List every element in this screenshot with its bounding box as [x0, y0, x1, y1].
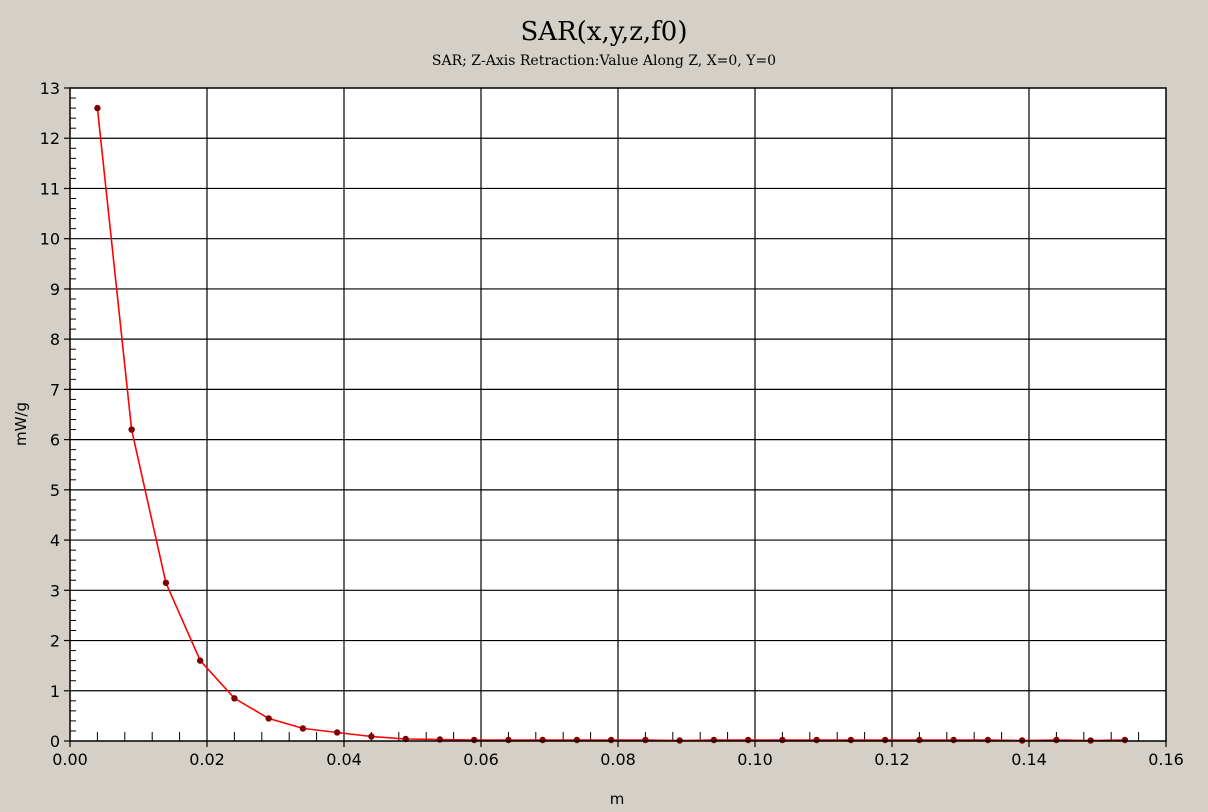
data-point: [299, 725, 307, 732]
data-point: [847, 736, 855, 744]
data-point: [950, 736, 957, 744]
x-tick-label: 0.08: [600, 750, 636, 769]
data-point: [1053, 736, 1060, 744]
y-tick-label: 7: [50, 380, 60, 399]
data-point: [231, 695, 238, 702]
data-point: [162, 579, 170, 586]
y-tick-label: 6: [50, 431, 60, 450]
x-tick-label: 0.12: [874, 750, 910, 769]
x-tick-label: 0.00: [52, 750, 88, 769]
data-point: [984, 736, 992, 744]
y-tick-label: 12: [40, 129, 60, 148]
chart-subtitle: SAR; Z-Axis Retraction:Value Along Z, X=…: [432, 53, 776, 69]
x-tick-label: 0.04: [326, 750, 362, 769]
y-tick-label: 4: [50, 531, 60, 550]
data-point: [505, 736, 512, 744]
y-axis-label: mW/g: [12, 402, 30, 446]
x-tick-label: 0.02: [189, 750, 225, 769]
plot-frame: [69, 87, 1167, 742]
y-tick-label: 2: [50, 632, 60, 651]
y-tick-label: 11: [40, 179, 60, 198]
data-point: [642, 736, 649, 744]
x-tick-labels: 0.00 0.02 0.04 0.06 0.08 0.10 0.12 0.14 0.16: [52, 750, 1184, 769]
gridlines: [70, 88, 1166, 741]
data-point: [1121, 736, 1129, 744]
data-point: [573, 736, 581, 744]
data-point: [94, 104, 101, 112]
x-tick-label: 0.16: [1148, 750, 1184, 769]
x-tick-label: 0.10: [737, 750, 773, 769]
data-point: [539, 736, 546, 744]
y-tick-label: 8: [50, 330, 60, 349]
x-tick-label: 0.14: [1011, 750, 1047, 769]
data-point: [607, 736, 615, 744]
data-point: [265, 715, 272, 722]
y-tick-label: 3: [50, 581, 60, 600]
data-point: [813, 736, 820, 744]
x-axis-label: m: [610, 790, 625, 808]
y-tick-label: 13: [40, 79, 60, 98]
y-tick-label: 9: [50, 280, 60, 299]
data-point: [128, 426, 135, 433]
axis-ticks: [64, 87, 1167, 747]
data-point: [368, 733, 375, 740]
data-point: [779, 736, 786, 744]
x-tick-label: 0.06: [463, 750, 499, 769]
chart-title: SAR(x,y,z,f0): [520, 17, 687, 47]
y-tick-label: 10: [40, 230, 60, 249]
data-point: [470, 736, 478, 744]
y-tick-label: 5: [50, 481, 60, 500]
data-point: [916, 736, 923, 744]
y-tick-label: 1: [50, 682, 60, 701]
data-point: [744, 736, 752, 744]
data-point: [196, 657, 204, 664]
data-point: [333, 729, 341, 736]
y-tick-label: 0: [50, 732, 60, 751]
data-point: [710, 736, 718, 744]
data-point: [881, 736, 889, 744]
